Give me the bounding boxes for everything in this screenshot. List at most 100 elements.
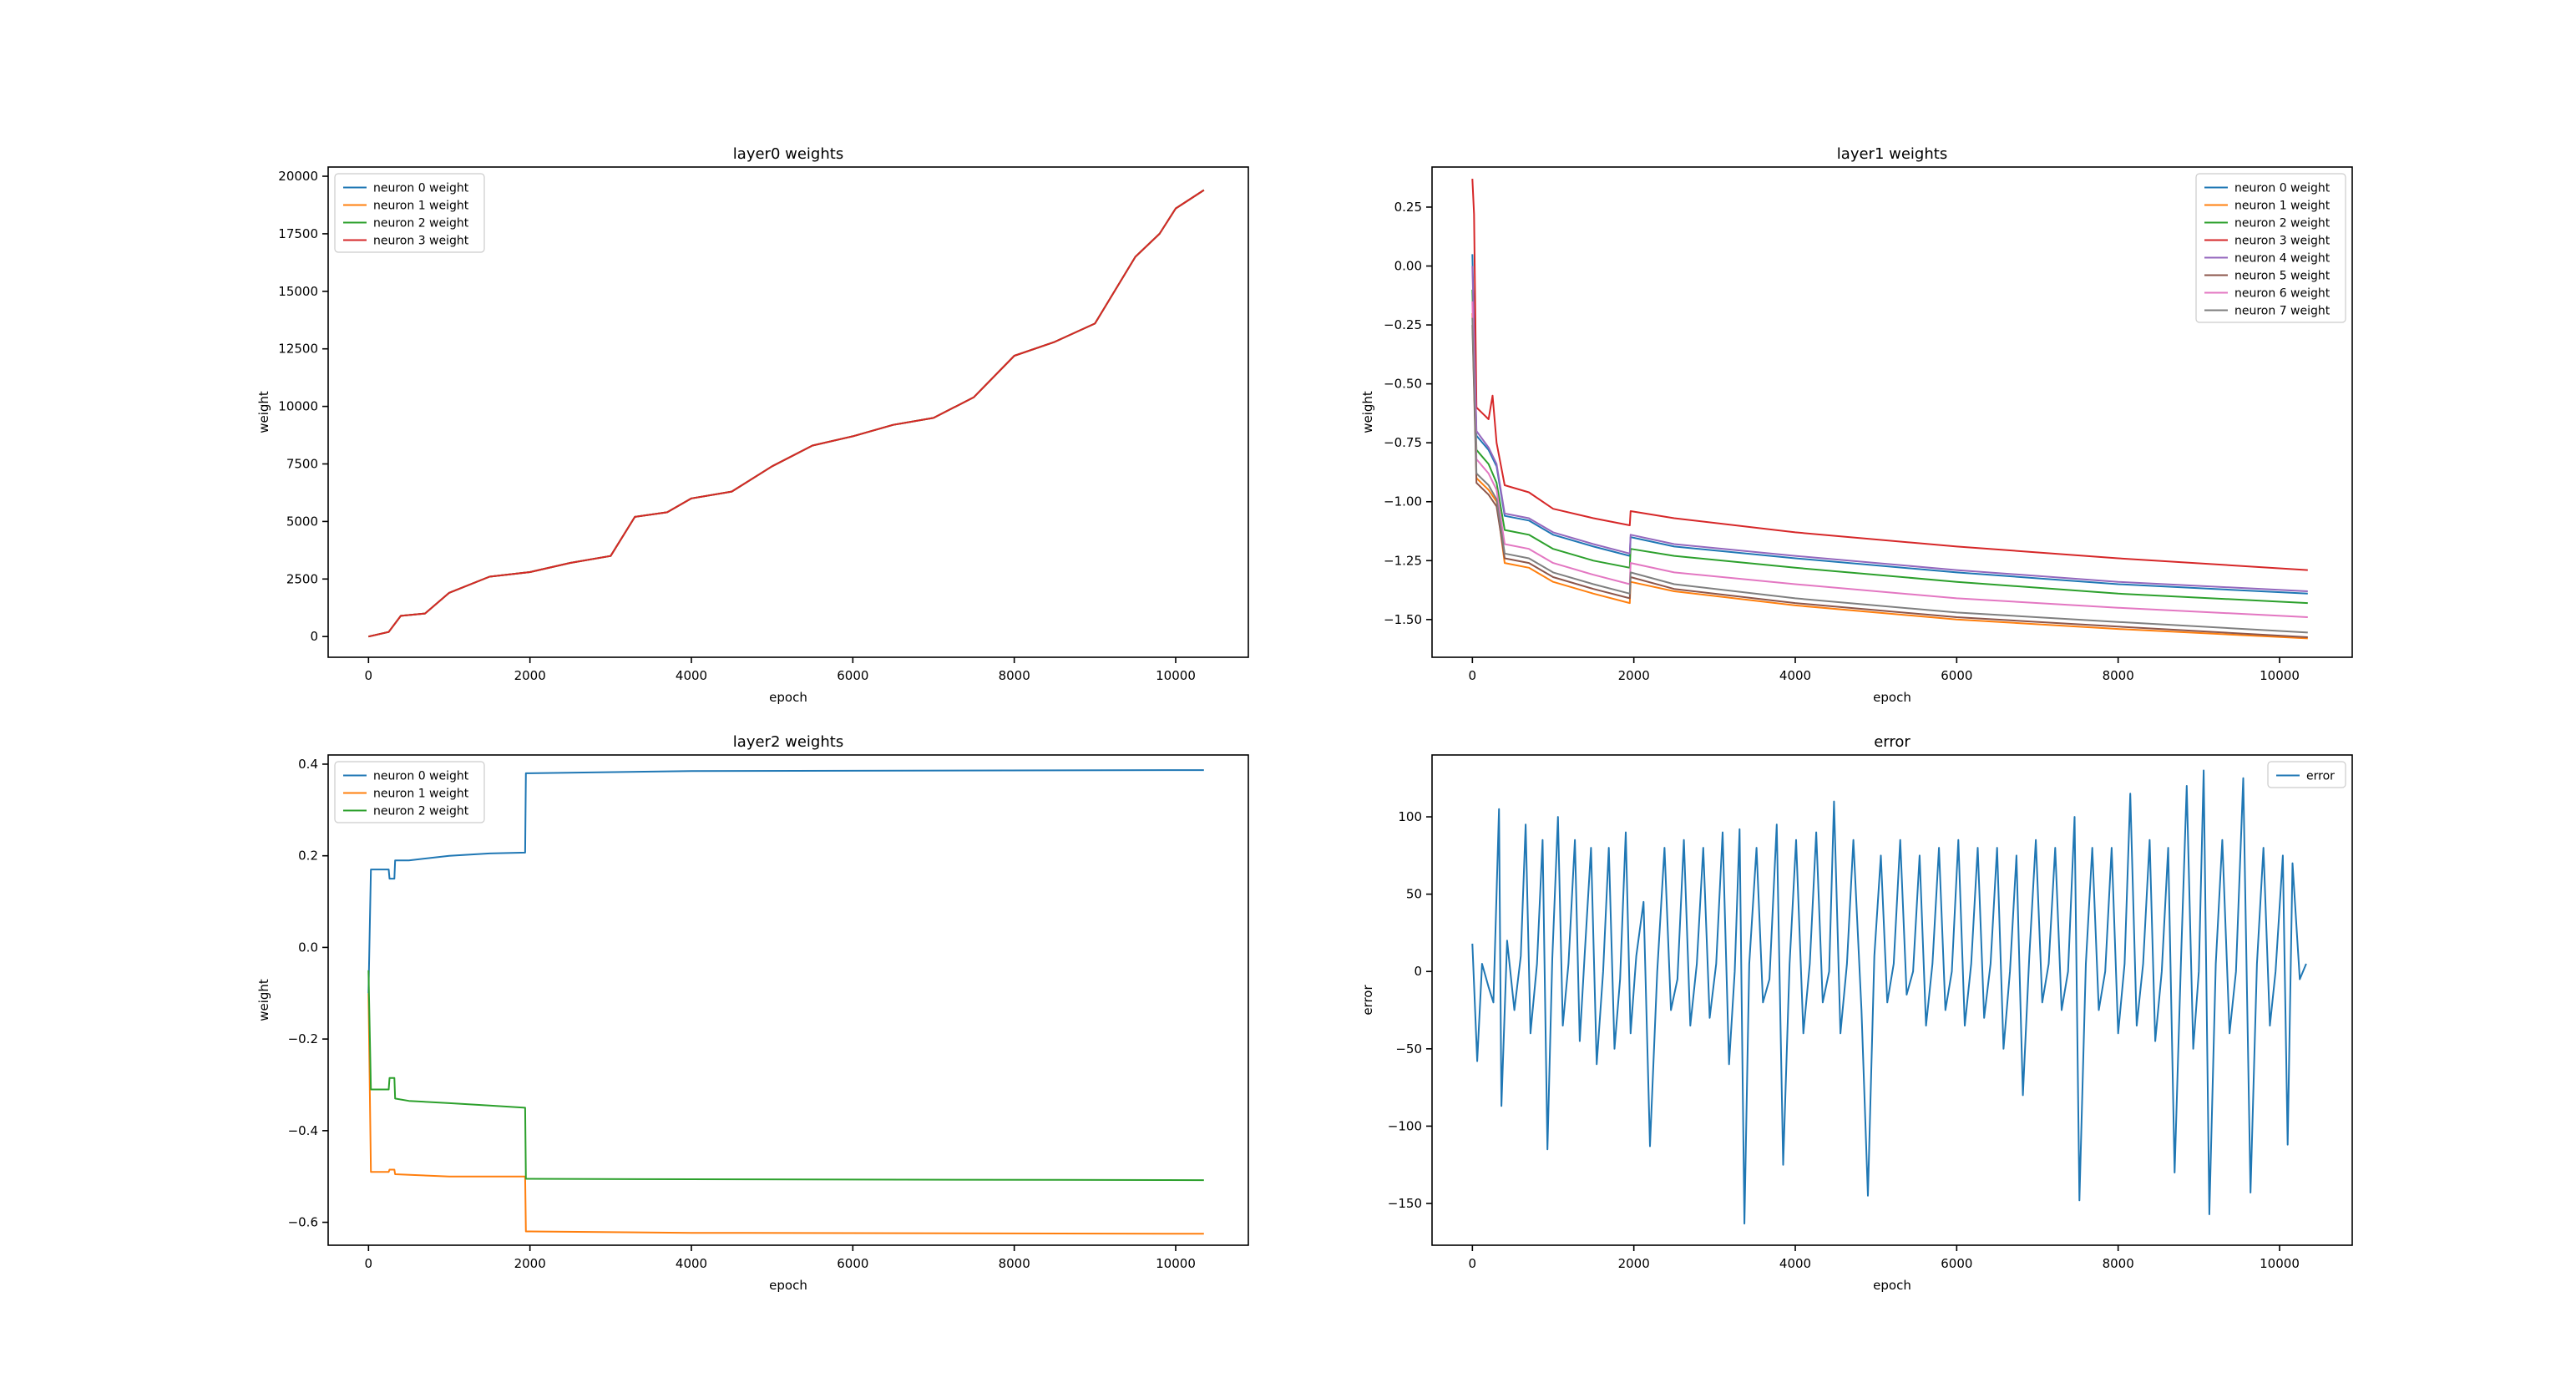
- legend-label: neuron 6 weight: [2234, 287, 2331, 301]
- legend: neuron 0 weight neuron 1 weight neuron 2 w…: [334, 173, 485, 253]
- legend-label: neuron 0 weight: [373, 770, 469, 783]
- x-tick-label: 4000: [1779, 668, 1811, 683]
- legend: neuron 0 weight neuron 1 weight neuron 2 w…: [334, 761, 485, 823]
- series-line-neuron-2-weight: [367, 970, 1204, 1182]
- y-tick-label: 50: [1406, 887, 1422, 902]
- y-tick-label: 0.25: [1394, 200, 1422, 215]
- legend-label: neuron 1 weight: [2234, 200, 2331, 213]
- legend-label: neuron 1 weight: [373, 200, 469, 213]
- y-tick-label: 2500: [286, 571, 318, 586]
- y-tick-label: −1.25: [1384, 553, 1422, 568]
- y-tick-label: −0.4: [288, 1123, 318, 1138]
- y-tick-label: 20000: [278, 169, 318, 184]
- y-tick-label: −150: [1388, 1196, 1422, 1211]
- series-line-neuron-3-weight: [1471, 179, 2308, 571]
- x-tick-label: 0: [1469, 1256, 1477, 1271]
- y-tick-label: −0.25: [1384, 317, 1422, 332]
- series-line-error: [1471, 769, 2307, 1225]
- series-line-neuron-1-weight: [367, 993, 1204, 1235]
- series-line-neuron-5-weight: [1471, 325, 2308, 638]
- legend-frame: [2195, 173, 2346, 323]
- y-tick-label: −1.00: [1384, 494, 1422, 509]
- chart-title: layer0 weights: [733, 145, 843, 163]
- y-axis-label: weight: [256, 979, 271, 1021]
- series-line-neuron-0-weight: [367, 769, 1204, 994]
- legend-label: error: [2306, 770, 2335, 783]
- y-tick-label: 0.2: [298, 849, 318, 864]
- series-line-neuron-2-weight: [1471, 289, 2308, 605]
- series-line-neuron-7-weight: [1471, 317, 2308, 634]
- y-tick-label: −0.6: [288, 1215, 318, 1230]
- y-tick-label: 15000: [278, 284, 318, 299]
- x-tick-label: 8000: [999, 1256, 1030, 1271]
- x-tick-label: 4000: [1779, 1256, 1811, 1271]
- axes-frame: [1431, 166, 2353, 658]
- legend-label: neuron 3 weight: [373, 235, 469, 248]
- x-tick-label: 2000: [514, 1256, 546, 1271]
- y-tick-label: 0.4: [298, 757, 318, 772]
- axes-frame: [327, 166, 1249, 658]
- legend-label: neuron 4 weight: [2234, 252, 2331, 266]
- y-tick-label: 100: [1398, 809, 1422, 824]
- subplot-grid: 0 2000 4000 6000 8000 10000025005000750010000…: [256, 145, 2353, 1293]
- y-tick-label: 0.0: [298, 940, 318, 955]
- legend-label: neuron 2 weight: [2234, 217, 2331, 231]
- legend: error: [2267, 761, 2346, 788]
- x-axis-label: epoch: [1873, 1278, 1911, 1293]
- chart-title: layer1 weights: [1837, 145, 1947, 163]
- y-tick-label: −50: [1395, 1041, 1422, 1056]
- y-tick-label: 0: [310, 629, 318, 644]
- chart-title: error: [1874, 733, 1910, 751]
- y-tick-label: 12500: [278, 342, 318, 357]
- legend-frame: [334, 173, 485, 253]
- series-line-neuron-1-weight: [1471, 312, 2308, 640]
- legend-frame: [334, 761, 485, 823]
- chart-panel-2: 0 2000 4000 6000 8000 10000 0.4 0.2 0.0 −0.2 −0.4 −…: [256, 733, 1249, 1293]
- y-tick-label: −0.75: [1384, 435, 1422, 450]
- legend-label: neuron 1 weight: [373, 788, 469, 801]
- x-tick-label: 10000: [1156, 668, 1196, 683]
- x-tick-label: 0: [365, 1256, 373, 1271]
- legend: neuron 0 weight neuron 1 weight neuron 2 w…: [2195, 173, 2346, 323]
- legend-label: neuron 0 weight: [2234, 182, 2331, 195]
- legend-label: neuron 2 weight: [373, 217, 469, 231]
- y-tick-label: 7500: [286, 457, 318, 472]
- y-axis-label: weight: [256, 391, 271, 433]
- legend-label: neuron 0 weight: [373, 182, 469, 195]
- y-tick-label: 0.00: [1394, 259, 1422, 274]
- y-tick-label: 17500: [278, 226, 318, 241]
- legend-label: neuron 5 weight: [2234, 270, 2331, 283]
- axes-frame: [327, 754, 1249, 1246]
- legend-label: neuron 7 weight: [2234, 305, 2331, 318]
- series-line-neuron-0-weight: [1471, 254, 2308, 595]
- series-line-neuron-4-weight: [1471, 266, 2308, 592]
- x-tick-label: 4000: [676, 668, 707, 683]
- x-tick-label: 8000: [999, 668, 1030, 683]
- x-tick-label: 4000: [676, 1256, 707, 1271]
- x-tick-label: 8000: [2103, 668, 2134, 683]
- y-axis-label: weight: [1360, 391, 1375, 433]
- x-tick-label: 10000: [2260, 668, 2300, 683]
- x-tick-label: 2000: [514, 668, 546, 683]
- x-tick-label: 10000: [2260, 1256, 2300, 1271]
- x-tick-label: 0: [1469, 668, 1477, 683]
- series-line-neuron-3-weight: [368, 189, 1205, 638]
- y-tick-label: 5000: [286, 514, 318, 529]
- x-tick-label: 6000: [837, 1256, 868, 1271]
- x-tick-label: 2000: [1618, 1256, 1650, 1271]
- x-tick-label: 10000: [1156, 1256, 1196, 1271]
- y-tick-label: −0.50: [1384, 377, 1422, 392]
- x-axis-label: epoch: [769, 1278, 807, 1293]
- x-tick-label: 2000: [1618, 668, 1650, 683]
- legend-label: neuron 3 weight: [2234, 235, 2331, 248]
- chart-panel-0: 0 2000 4000 6000 8000 10000 0 2500 5000 7500 10000…: [256, 145, 1249, 705]
- y-tick-label: −0.2: [288, 1031, 318, 1046]
- x-axis-label: epoch: [769, 690, 807, 705]
- chart-title: layer2 weights: [733, 733, 843, 751]
- x-tick-label: 0: [365, 668, 373, 683]
- x-axis-label: epoch: [1873, 690, 1911, 705]
- y-tick-label: −100: [1388, 1118, 1422, 1133]
- legend-label: neuron 2 weight: [373, 805, 469, 818]
- x-tick-label: 8000: [2103, 1256, 2134, 1271]
